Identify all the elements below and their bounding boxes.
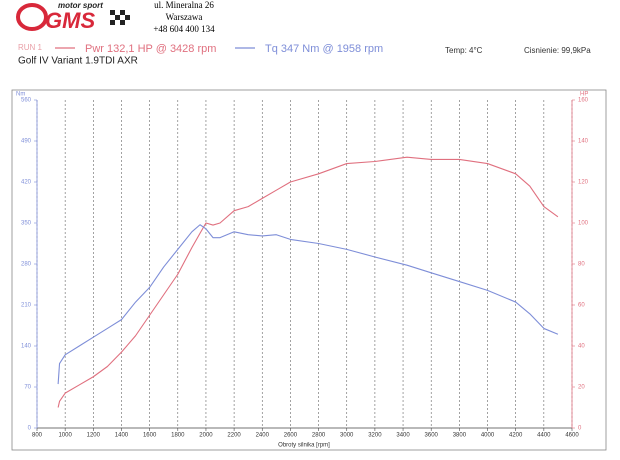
address-line: +48 604 400 134 xyxy=(153,24,215,34)
logo-text: GMS xyxy=(45,8,95,33)
run-label: RUN 1 xyxy=(18,43,43,52)
x-tick-label: 3200 xyxy=(368,433,382,439)
x-tick-label: 3000 xyxy=(340,433,354,439)
y2-tick-label: 160 xyxy=(578,98,589,104)
y2-axis-label: HP xyxy=(580,92,588,98)
pressure: Cisnienie: 99,9kPa xyxy=(524,46,591,55)
x-tick-label: 1200 xyxy=(87,433,101,439)
x-tick-label: 4600 xyxy=(565,433,579,439)
logo: GMS motor sport xyxy=(16,1,130,33)
plot: Pwr 132,1 HP @ 3428 rpm Tq 347 Nm @ 1958 … xyxy=(21,43,589,439)
x-tick-label: 3600 xyxy=(425,433,439,439)
y2-tick-label: 120 xyxy=(578,180,589,186)
y2-tick-label: 60 xyxy=(578,303,585,309)
logo-ring xyxy=(16,3,48,31)
chart-title: Golf IV Variant 1.9TDI AXR xyxy=(18,56,138,67)
y-tick-label: 560 xyxy=(21,98,32,104)
x-tick-label: 1600 xyxy=(143,433,157,439)
y2-tick-label: 20 xyxy=(578,385,585,391)
x-tick-label: 2000 xyxy=(199,433,213,439)
y2-tick-label: 80 xyxy=(578,262,585,268)
chart-frame xyxy=(11,89,607,451)
y-tick-label: 420 xyxy=(21,180,32,186)
x-tick-label: 4000 xyxy=(481,433,495,439)
series-line xyxy=(57,224,559,385)
address-line: ul. Mineralna 26 xyxy=(154,0,214,10)
x-tick-label: 4400 xyxy=(537,433,551,439)
x-axis-label: Obroty silnika [rpm] xyxy=(278,443,330,449)
x-tick-label: 2400 xyxy=(256,433,270,439)
temperature: Temp: 4°C xyxy=(445,46,483,55)
y2-tick-label: 140 xyxy=(578,139,589,145)
checkered-flag xyxy=(110,10,130,25)
series-line xyxy=(57,156,559,408)
y-tick-label: 280 xyxy=(21,262,32,268)
x-tick-label: 2600 xyxy=(284,433,298,439)
brand: motor sport xyxy=(58,1,103,10)
x-tick-label: 4200 xyxy=(509,433,523,439)
y2-tick-label: 0 xyxy=(578,426,582,432)
x-tick-label: 3400 xyxy=(396,433,410,439)
y-tick-label: 70 xyxy=(24,385,31,391)
legend-entry: Tq 347 Nm @ 1958 rpm xyxy=(265,43,383,55)
x-tick-label: 800 xyxy=(32,433,43,439)
x-tick-label: 3800 xyxy=(453,433,467,439)
y-tick-label: 140 xyxy=(21,344,32,350)
y-tick-label: 210 xyxy=(21,303,32,309)
y2-tick-label: 40 xyxy=(578,344,585,350)
y-axis-label: Nm xyxy=(16,92,25,98)
x-tick-label: 1400 xyxy=(115,433,129,439)
y2-tick-label: 100 xyxy=(578,221,589,227)
y-tick-label: 0 xyxy=(28,426,32,432)
y-tick-label: 350 xyxy=(21,221,32,227)
x-tick-label: 2200 xyxy=(227,433,241,439)
x-tick-label: 1800 xyxy=(171,433,185,439)
y-tick-label: 490 xyxy=(21,139,32,145)
x-tick-label: 2800 xyxy=(312,433,326,439)
address-line: Warszawa xyxy=(166,12,203,22)
x-tick-label: 1000 xyxy=(58,433,72,439)
legend-entry: Pwr 132,1 HP @ 3428 rpm xyxy=(85,43,216,55)
